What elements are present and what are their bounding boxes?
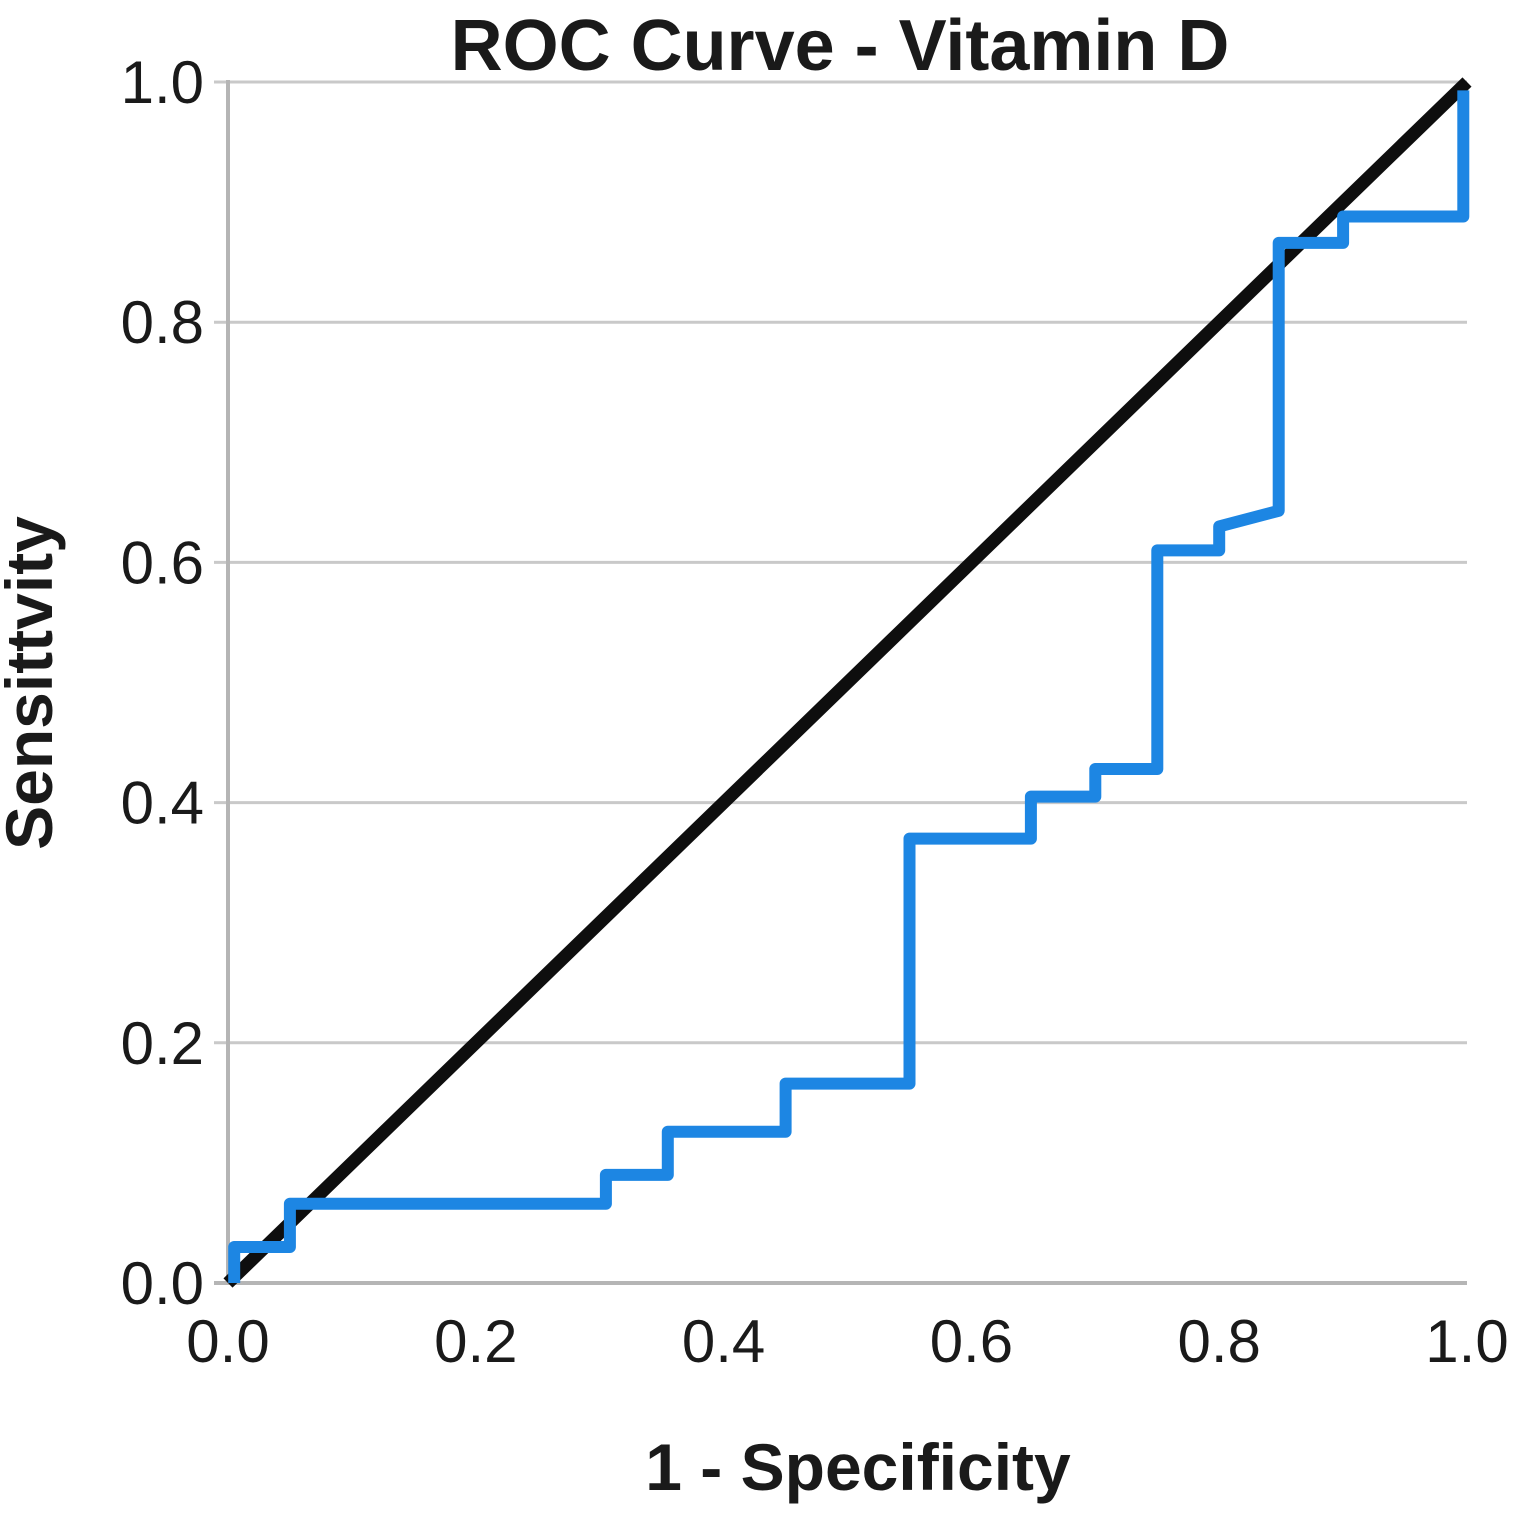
x-tick-label-0.4: 0.4 <box>682 1308 765 1375</box>
x-axis-label: 1 - Specificity <box>645 1430 1071 1504</box>
chart-title: ROC Curve - Vitamin D <box>451 6 1230 86</box>
tick-labels: 0.0 0.2 0.4 0.6 0.8 1.0 0.0 0.2 0.4 0.6 0.8 1.0 <box>121 49 1509 1375</box>
x-tick-label-0.8: 0.8 <box>1177 1308 1260 1375</box>
x-tick-label-1.0: 1.0 <box>1425 1308 1508 1375</box>
gridlines <box>214 80 1467 1045</box>
x-tick-label-0.2: 0.2 <box>434 1308 517 1375</box>
x-tick-label-0.6: 0.6 <box>930 1308 1013 1375</box>
y-tick-label-0.8: 0.8 <box>121 289 204 356</box>
x-tick-label-0.0: 0.0 <box>186 1308 269 1375</box>
y-tick-label-1.0: 1.0 <box>121 49 204 116</box>
y-tick-label-0.2: 0.2 <box>121 1010 204 1077</box>
reference-line <box>223 77 1472 1288</box>
data-series <box>223 77 1472 1288</box>
y-tick-label-0.0: 0.0 <box>121 1250 204 1317</box>
roc-curve <box>228 90 1470 1283</box>
y-tick-label-0.4: 0.4 <box>121 770 204 837</box>
y-tick-label-0.6: 0.6 <box>121 529 204 596</box>
y-axis-label: Sensittvity <box>0 516 66 850</box>
axes <box>214 80 1467 1285</box>
